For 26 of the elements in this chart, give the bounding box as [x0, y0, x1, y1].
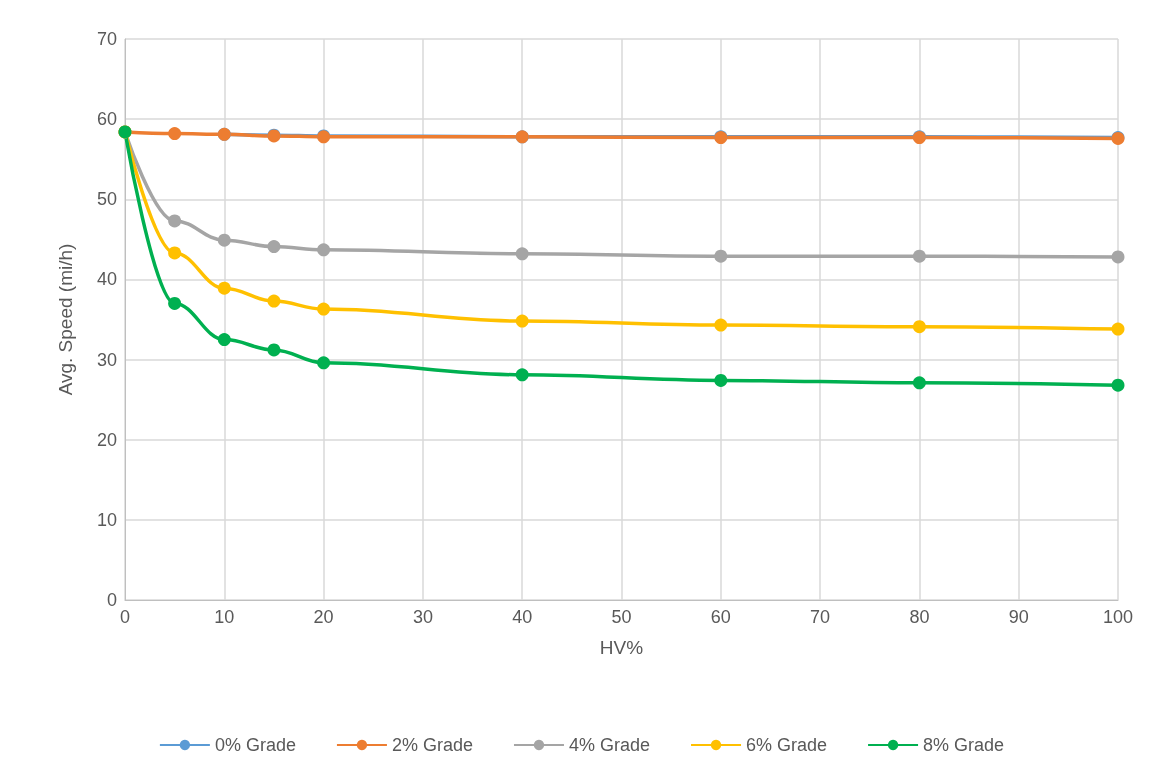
- y-tick-label: 10: [96, 509, 117, 530]
- x-tick-label: 30: [412, 607, 433, 627]
- legend-label: 2% Grade: [391, 735, 473, 755]
- y-tick-label: 30: [96, 349, 117, 370]
- y-tick-label: 40: [96, 269, 117, 290]
- legend-label: 0% Grade: [214, 735, 296, 755]
- x-tick-label: 20: [313, 607, 334, 627]
- legend-label: 6% Grade: [746, 735, 828, 755]
- y-axis-title: Avg. Speed (mi/h): [55, 243, 76, 396]
- x-axis-title: HV%: [599, 637, 644, 658]
- y-tick-label: 0: [106, 590, 117, 610]
- x-tick-label: 50: [611, 607, 632, 627]
- y-tick-label: 50: [96, 189, 117, 210]
- y-tick-label: 70: [96, 29, 117, 49]
- x-tick-label: 80: [909, 607, 930, 627]
- x-tick-label: 100: [1102, 607, 1134, 627]
- legend-label: 8% Grade: [923, 735, 1005, 755]
- legend-label: 4% Grade: [568, 735, 651, 755]
- x-tick-label: 70: [810, 607, 831, 627]
- y-tick-label: 20: [96, 429, 117, 450]
- x-tick-label: 10: [214, 607, 235, 627]
- x-tick-label: 60: [710, 607, 731, 627]
- x-tick-label: 90: [1008, 607, 1029, 627]
- x-tick-label: 40: [512, 607, 533, 627]
- y-tick-label: 60: [96, 109, 117, 130]
- x-tick-label: 0: [119, 607, 131, 627]
